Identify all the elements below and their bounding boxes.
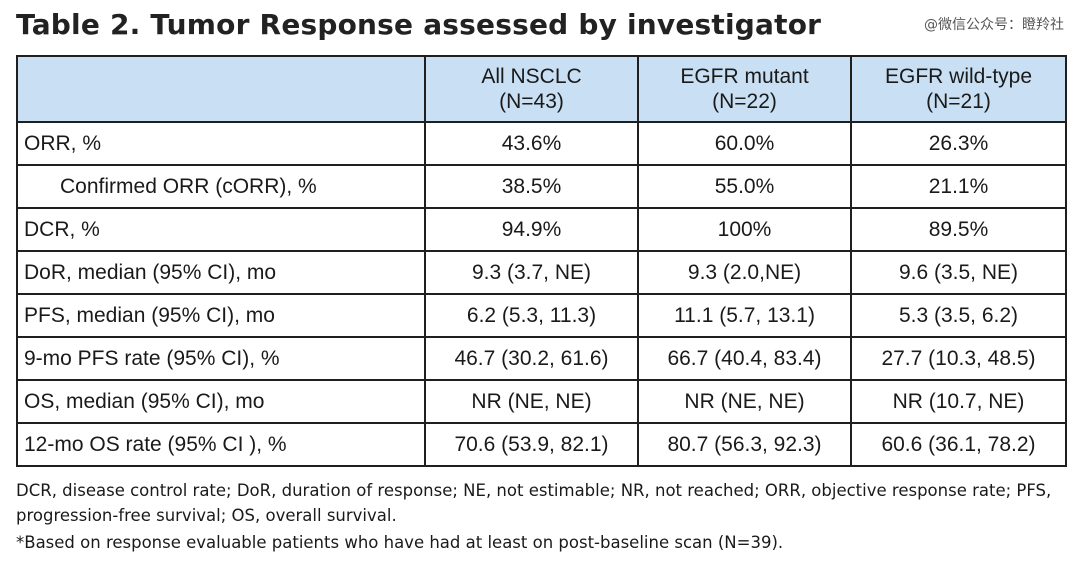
table-cell: 60.6 (36.1, 78.2) [850,422,1067,467]
table-cell: 43.6% [424,121,639,166]
table-notes: DCR, disease control rate; DoR, duration… [16,478,1066,555]
header-line: (N=21) [926,90,991,113]
row-label: PFS, median (95% CI), mo [16,293,426,338]
row-label: Confirmed ORR (cORR), % [16,164,426,209]
header-corner-cell [16,55,426,123]
table-row: OS, median (95% CI), mo NR (NE, NE) NR (NE… [16,379,1067,424]
table-cell: 6.2 (5.3, 11.3) [424,293,639,338]
row-label: DoR, median (95% CI), mo [16,250,426,295]
header-line: (N=43) [499,90,564,113]
table-row: 12-mo OS rate (95% CI ), % 70.6 (53.9, 82… [16,422,1067,467]
table-cell: 70.6 (53.9, 82.1) [424,422,639,467]
tumor-response-table: All NSCLC (N=43) EGFR mutant (N=22) EGFR… [16,55,1067,467]
table-cell: 9.6 (3.5, NE) [850,250,1067,295]
table-cell: 89.5% [850,207,1067,252]
table-cell: NR (10.7, NE) [850,379,1067,424]
row-label: ORR, % [16,121,426,166]
table-cell: 66.7 (40.4, 83.4) [637,336,852,381]
table-header-row: All NSCLC (N=43) EGFR mutant (N=22) EGFR… [16,55,1067,123]
table-cell: 9.3 (2.0,NE) [637,250,852,295]
row-label: 12-mo OS rate (95% CI ), % [16,422,426,467]
table-row: Confirmed ORR (cORR), % 38.5% 55.0% 21.1% [16,164,1067,209]
table-cell: 21.1% [850,164,1067,209]
header-line: EGFR wild-type [884,65,1033,88]
table-row: DoR, median (95% CI), mo 9.3 (3.7, NE) 9.3… [16,250,1067,295]
table-cell: 55.0% [637,164,852,209]
table-cell: 5.3 (3.5, 6.2) [850,293,1067,338]
page-title: Table 2. Tumor Response assessed by inve… [16,8,822,41]
table-cell: NR (NE, NE) [424,379,639,424]
table-cell: 46.7 (30.2, 61.6) [424,336,639,381]
table-row: 9-mo PFS rate (95% CI), % 46.7 (30.2, 61.… [16,336,1067,381]
header-line: All NSCLC [481,65,582,88]
table-cell: 80.7 (56.3, 92.3) [637,422,852,467]
table-cell: 9.3 (3.7, NE) [424,250,639,295]
footnote: *Based on response evaluable patients wh… [16,533,784,552]
abbreviations-note: DCR, disease control rate; DoR, duration… [16,481,1052,525]
table-row: DCR, % 94.9% 100% 89.5% [16,207,1067,252]
table-cell: 94.9% [424,207,639,252]
header-all-nsclc: All NSCLC (N=43) [424,55,639,123]
table-row: ORR, % 43.6% 60.0% 26.3% [16,121,1067,166]
header-egfr-wild-type: EGFR wild-type (N=21) [850,55,1067,123]
watermark-text: @微信公众号：瞪羚社 [924,17,1064,33]
row-label: DCR, % [16,207,426,252]
table-cell: 11.1 (5.7, 13.1) [637,293,852,338]
table-row: PFS, median (95% CI), mo 6.2 (5.3, 11.3) 1… [16,293,1067,338]
table-cell: 100% [637,207,852,252]
header-line: (N=22) [712,90,777,113]
table-cell: 60.0% [637,121,852,166]
table-cell: 26.3% [850,121,1067,166]
header-egfr-mutant: EGFR mutant (N=22) [637,55,852,123]
table-cell: 27.7 (10.3, 48.5) [850,336,1067,381]
table-cell: NR (NE, NE) [637,379,852,424]
table-cell: 38.5% [424,164,639,209]
header-line: EGFR mutant [680,65,809,88]
row-label: OS, median (95% CI), mo [16,379,426,424]
row-label: 9-mo PFS rate (95% CI), % [16,336,426,381]
